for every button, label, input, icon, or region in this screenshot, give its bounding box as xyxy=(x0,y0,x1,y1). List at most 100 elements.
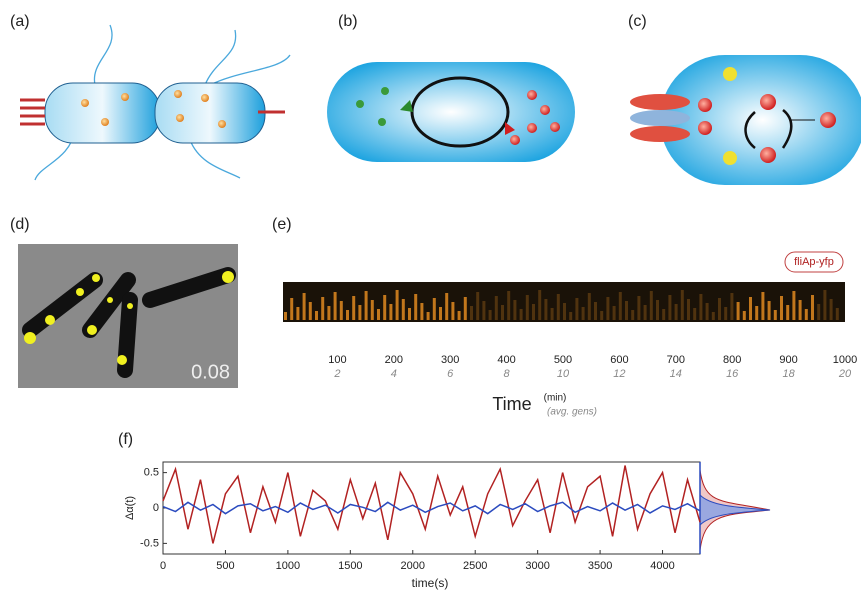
flagellar-stack xyxy=(630,94,690,142)
kymo-band xyxy=(290,298,293,320)
kymo-band xyxy=(489,310,492,320)
y-tick-label: -0.5 xyxy=(140,537,159,549)
x-tick-label: 1000 xyxy=(276,560,300,572)
kymo-band xyxy=(613,306,616,320)
kymo-band xyxy=(538,290,541,320)
kymo-band xyxy=(551,308,554,320)
x-tick-label: 300 xyxy=(441,354,459,366)
kymo-band xyxy=(365,291,368,320)
panel-label: (f) xyxy=(118,431,133,448)
kymo-band xyxy=(693,308,696,320)
x2-tick-label: 12 xyxy=(613,368,625,380)
kymo-band xyxy=(625,301,628,320)
kymo-band xyxy=(346,310,349,320)
kymo-band xyxy=(377,309,380,320)
x-tick-label: 2500 xyxy=(463,560,487,572)
kymo-band xyxy=(687,299,690,320)
kymo-band xyxy=(532,304,535,320)
kymo-band xyxy=(600,311,603,320)
kymo-band xyxy=(786,305,789,320)
x2-tick-label: 18 xyxy=(782,368,795,380)
kymo-band xyxy=(321,297,324,320)
kymo-band xyxy=(569,312,572,320)
kymo-band xyxy=(650,291,653,320)
x-tick-label: 0 xyxy=(160,560,166,572)
kymo-band xyxy=(631,310,634,320)
kymo-band xyxy=(718,298,721,320)
kymo-band xyxy=(340,301,343,320)
panel-label: (a) xyxy=(10,13,30,30)
kymo-band xyxy=(792,291,795,320)
y-axis-title: Δα(t) xyxy=(124,496,136,520)
kymo-band xyxy=(482,301,485,320)
kymo-band xyxy=(662,309,665,320)
kymo-band xyxy=(383,295,386,320)
kymo-band xyxy=(389,304,392,320)
kymo-band xyxy=(445,293,448,320)
kymo-band xyxy=(755,306,758,320)
kymo-band xyxy=(563,303,566,320)
x2-tick-label: 2 xyxy=(333,368,340,380)
kymo-band xyxy=(575,298,578,320)
micrograph-annotation: 0.08 xyxy=(191,361,230,383)
kymo-band xyxy=(451,302,454,320)
x2-tick-label: 14 xyxy=(670,368,682,380)
kymo-band xyxy=(470,306,473,320)
x-tick-label: 1500 xyxy=(338,560,362,572)
kymo-band xyxy=(668,295,671,320)
kymo-band xyxy=(656,300,659,320)
kymo-band xyxy=(464,297,467,320)
x2-tick-label: 8 xyxy=(504,368,511,380)
panel-label: (d) xyxy=(10,216,30,233)
y-tick-label: 0.5 xyxy=(144,467,159,479)
x2-axis-unit: (avg. gens) xyxy=(547,407,597,418)
kymo-band xyxy=(588,293,591,320)
x2-tick-label: 16 xyxy=(726,368,739,380)
x-tick-label: 3000 xyxy=(525,560,549,572)
x2-tick-label: 20 xyxy=(838,368,852,380)
kymo-band xyxy=(544,299,547,320)
kymo-band xyxy=(582,307,585,320)
kymo-band xyxy=(439,307,442,320)
cell-b xyxy=(327,62,575,162)
kymo-band xyxy=(799,300,802,320)
kymo-band xyxy=(476,292,479,320)
kymo-band xyxy=(420,303,423,320)
kymo-band xyxy=(606,297,609,320)
x-tick-label: 500 xyxy=(554,354,572,366)
x-tick-label: 3500 xyxy=(588,560,612,572)
cell-half xyxy=(155,83,265,143)
kymo-band xyxy=(780,296,783,320)
legend-label: fliAp-yfp xyxy=(794,256,834,268)
kymo-band xyxy=(507,291,510,320)
kymo-band xyxy=(637,296,640,320)
y-tick-label: 0 xyxy=(153,502,159,514)
x-axis-unit: (min) xyxy=(544,393,567,404)
kymo-band xyxy=(730,293,733,320)
kymo-band xyxy=(303,293,306,320)
kymo-band xyxy=(811,295,814,320)
kymo-band xyxy=(644,305,647,320)
kymo-band xyxy=(823,290,826,320)
kymo-band xyxy=(352,296,355,320)
kymo-band xyxy=(408,308,411,320)
x-tick-label: 2000 xyxy=(401,560,425,572)
x2-tick-label: 4 xyxy=(391,368,397,380)
kymo-band xyxy=(526,295,529,320)
kymo-band xyxy=(296,307,299,320)
figure: (a) (b) (c) (d) (e) (f) 0.08 fliAp-yfp T… xyxy=(0,0,861,592)
kymo-band xyxy=(619,292,622,320)
kymo-band xyxy=(836,308,839,320)
x-axis-title: time(s) xyxy=(412,576,449,590)
kymo-band xyxy=(761,292,764,320)
kymo-band xyxy=(427,312,430,320)
panel-label: (c) xyxy=(628,13,647,30)
kymo-band xyxy=(402,299,405,320)
kymo-band xyxy=(501,305,504,320)
kymo-band xyxy=(284,312,287,320)
x-tick-label: 400 xyxy=(497,354,515,366)
kymo-band xyxy=(495,296,498,320)
kymo-band xyxy=(706,303,709,320)
kymo-band xyxy=(737,302,740,320)
panel-label: (b) xyxy=(338,13,358,30)
